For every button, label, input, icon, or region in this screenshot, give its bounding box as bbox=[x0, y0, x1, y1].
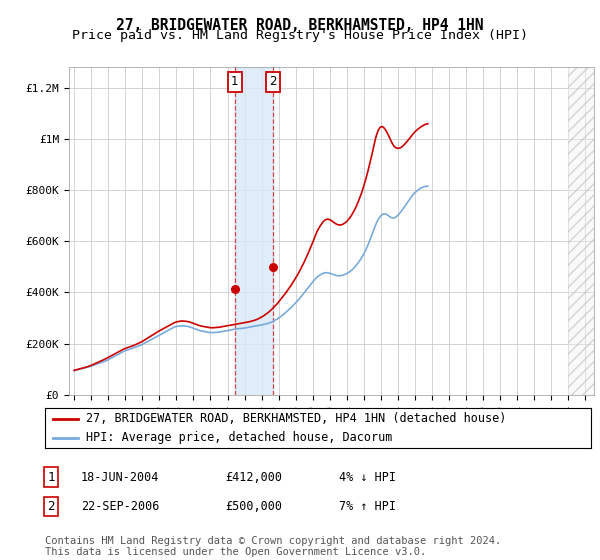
Bar bbox=[568, 67, 594, 395]
Text: 27, BRIDGEWATER ROAD, BERKHAMSTED, HP4 1HN: 27, BRIDGEWATER ROAD, BERKHAMSTED, HP4 1… bbox=[116, 18, 484, 33]
Text: 7% ↑ HPI: 7% ↑ HPI bbox=[339, 500, 396, 514]
Text: 1: 1 bbox=[231, 76, 238, 88]
Bar bbox=[568, 67, 594, 395]
Text: £500,000: £500,000 bbox=[225, 500, 282, 514]
Text: 4% ↓ HPI: 4% ↓ HPI bbox=[339, 470, 396, 484]
Text: 22-SEP-2006: 22-SEP-2006 bbox=[81, 500, 160, 514]
Text: Contains HM Land Registry data © Crown copyright and database right 2024.
This d: Contains HM Land Registry data © Crown c… bbox=[45, 535, 501, 557]
Text: 2: 2 bbox=[47, 500, 55, 514]
Text: 2: 2 bbox=[269, 76, 277, 88]
Text: Price paid vs. HM Land Registry's House Price Index (HPI): Price paid vs. HM Land Registry's House … bbox=[72, 29, 528, 41]
Text: 18-JUN-2004: 18-JUN-2004 bbox=[81, 470, 160, 484]
Text: £412,000: £412,000 bbox=[225, 470, 282, 484]
Text: 27, BRIDGEWATER ROAD, BERKHAMSTED, HP4 1HN (detached house): 27, BRIDGEWATER ROAD, BERKHAMSTED, HP4 1… bbox=[86, 413, 506, 426]
Bar bbox=[235, 67, 273, 395]
Text: 1: 1 bbox=[47, 470, 55, 484]
Text: HPI: Average price, detached house, Dacorum: HPI: Average price, detached house, Daco… bbox=[86, 431, 392, 445]
